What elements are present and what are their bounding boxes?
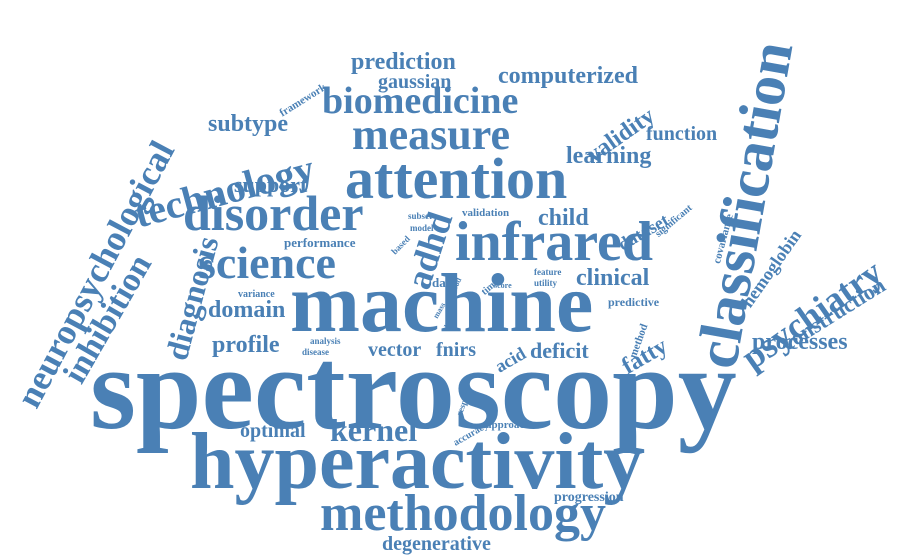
word-measure: measure [352, 110, 511, 159]
word-deficit: deficit [530, 338, 589, 363]
word-performance: performance [284, 235, 356, 250]
word-validation: validation [462, 207, 510, 219]
word-approach: approach [486, 419, 531, 431]
word-spectroscopy: spectroscopy [90, 323, 737, 454]
word-hyperactivity: hyperactivity [190, 418, 644, 506]
word-utility: utility [534, 278, 558, 288]
word-model: model [410, 223, 434, 233]
word-degenerative: degenerative [382, 533, 491, 555]
word-processes: processes [752, 329, 848, 355]
word-feature: feature [534, 267, 562, 277]
word-clinical: clinical [576, 265, 650, 291]
word-disorder: disorder [183, 185, 364, 241]
word-predictive: predictive [608, 295, 660, 309]
word-methodology: methodology [320, 485, 606, 542]
word-child: child [538, 205, 589, 231]
word-gaussian: gaussian [378, 71, 452, 93]
word-subset: subset [408, 211, 433, 221]
word-subtype: subtype [208, 111, 289, 137]
word-fnirs: fnirs [436, 339, 476, 361]
word-framework: framework [277, 81, 329, 120]
word-data: data [432, 275, 457, 290]
word-vector: vector [368, 339, 422, 361]
word-computerized: computerized [498, 63, 638, 89]
word-profile: profile [212, 332, 280, 358]
word-analysis: analysis [310, 336, 341, 346]
word-kernel: kernel [330, 412, 418, 448]
word-support: support [234, 172, 308, 197]
word-variance: variance [238, 289, 275, 300]
word-progression: progression [554, 490, 624, 505]
word-function: function [646, 123, 718, 145]
word-attention: attention [345, 146, 568, 211]
word-machine: machine [290, 257, 594, 350]
word-disease: disease [302, 347, 329, 357]
word-science: science [198, 237, 336, 288]
word-learning: learning [566, 143, 652, 169]
word-score: score [494, 281, 512, 290]
word-biomedicine: biomedicine [322, 80, 519, 122]
word-optimal: optimal [240, 420, 306, 442]
word-infrared: infrared [455, 211, 654, 273]
word-prediction: prediction [351, 49, 456, 75]
word-domain: domain [208, 297, 286, 323]
